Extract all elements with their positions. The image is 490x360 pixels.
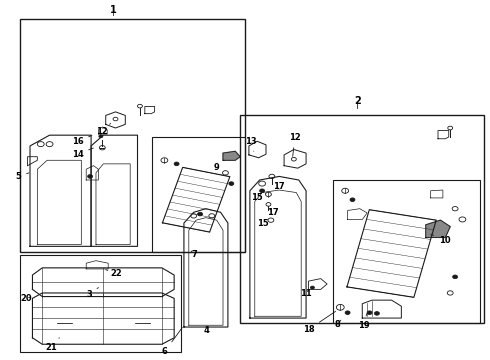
Circle shape	[197, 212, 202, 216]
Text: 10: 10	[431, 234, 451, 245]
Text: 12: 12	[289, 133, 301, 157]
Bar	[240, 116, 485, 323]
Bar	[333, 180, 480, 323]
Text: 19: 19	[358, 314, 370, 330]
Text: 13: 13	[245, 137, 257, 151]
Circle shape	[88, 175, 93, 178]
Text: 15: 15	[257, 219, 269, 228]
Circle shape	[374, 312, 379, 315]
Circle shape	[260, 189, 265, 193]
Circle shape	[174, 162, 179, 166]
Bar	[152, 137, 245, 252]
Text: 14: 14	[72, 148, 94, 159]
Text: 20: 20	[20, 294, 32, 303]
Text: 3: 3	[86, 288, 98, 298]
Text: 11: 11	[300, 289, 312, 298]
Text: 6: 6	[162, 328, 182, 356]
Text: 9: 9	[213, 160, 224, 172]
Text: 7: 7	[191, 250, 197, 259]
Circle shape	[99, 135, 103, 138]
Bar	[20, 255, 181, 352]
Text: 16: 16	[72, 135, 92, 146]
Text: 22: 22	[106, 269, 122, 278]
Text: 4: 4	[203, 326, 209, 335]
Circle shape	[345, 311, 350, 315]
Polygon shape	[223, 151, 240, 160]
Text: 17: 17	[267, 208, 279, 217]
Text: 15: 15	[251, 193, 266, 202]
Text: 17: 17	[272, 178, 285, 191]
Text: 12: 12	[96, 123, 111, 136]
Circle shape	[453, 275, 458, 279]
Circle shape	[367, 311, 372, 315]
Bar	[20, 19, 245, 252]
Circle shape	[229, 182, 234, 185]
Text: 1: 1	[110, 5, 117, 15]
Text: 2: 2	[354, 96, 361, 106]
Circle shape	[350, 198, 355, 202]
Circle shape	[311, 286, 315, 289]
Text: 5: 5	[15, 172, 29, 181]
Text: 8: 8	[334, 320, 341, 329]
Text: 18: 18	[303, 311, 336, 334]
Text: 21: 21	[46, 338, 59, 352]
Polygon shape	[426, 220, 450, 237]
